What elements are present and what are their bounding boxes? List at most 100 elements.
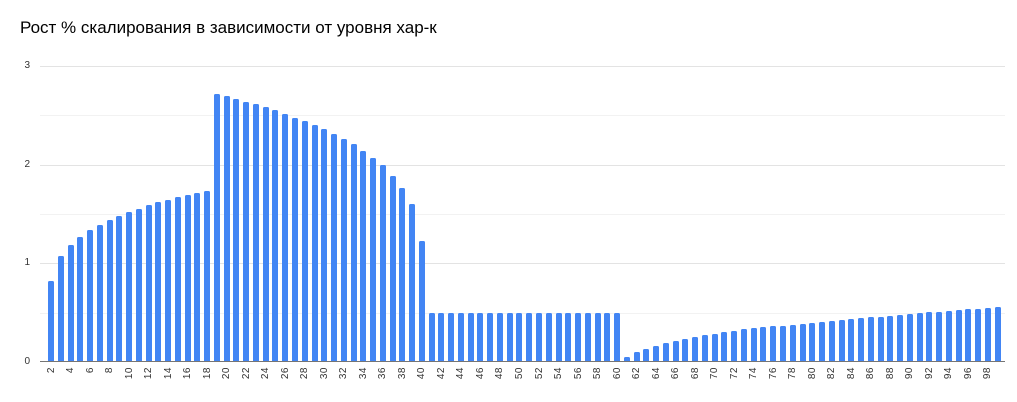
bar-x45[interactable] <box>467 312 474 362</box>
bar-x56[interactable] <box>575 312 582 362</box>
bar-x57[interactable] <box>584 312 591 362</box>
bar-x81[interactable] <box>819 321 826 362</box>
bar-x73[interactable] <box>740 329 747 362</box>
bar-x50[interactable] <box>516 312 523 362</box>
bar-x99[interactable] <box>994 306 1001 362</box>
bar-x25[interactable] <box>272 110 279 362</box>
bar-x82[interactable] <box>828 320 835 362</box>
y-tick-label: 1 <box>24 257 30 269</box>
bar-x97[interactable] <box>975 308 982 362</box>
bar-x19[interactable] <box>213 93 220 362</box>
bar-x66[interactable] <box>672 341 679 362</box>
bar-x64[interactable] <box>653 346 660 362</box>
bar-x12[interactable] <box>145 205 152 362</box>
bar-x87[interactable] <box>877 316 884 362</box>
bar-x14[interactable] <box>165 200 172 362</box>
bar-x93[interactable] <box>936 311 943 362</box>
bar-x61[interactable] <box>623 357 630 362</box>
bar-x78[interactable] <box>789 324 796 362</box>
bar-x43[interactable] <box>448 312 455 362</box>
bar-x67[interactable] <box>682 339 689 362</box>
bar-x72[interactable] <box>731 331 738 362</box>
bar-x10[interactable] <box>126 212 133 362</box>
bar-x74[interactable] <box>750 328 757 362</box>
bar-x94[interactable] <box>945 310 952 362</box>
bar-x6[interactable] <box>87 229 94 362</box>
bar-x16[interactable] <box>184 195 191 362</box>
bar-x32[interactable] <box>340 139 347 362</box>
bar-x95[interactable] <box>955 309 962 362</box>
bar-x79[interactable] <box>799 323 806 362</box>
bar-x21[interactable] <box>233 98 240 362</box>
bar-x77[interactable] <box>780 325 786 362</box>
bar-x55[interactable] <box>565 312 572 362</box>
bar-x63[interactable] <box>643 349 650 362</box>
bar-x60[interactable] <box>614 312 621 362</box>
bar-x51[interactable] <box>526 312 533 362</box>
bar-x53[interactable] <box>545 312 552 362</box>
bar-x85[interactable] <box>858 317 865 362</box>
bar-x29[interactable] <box>311 125 318 362</box>
bar-x88[interactable] <box>887 315 894 362</box>
bar-x22[interactable] <box>243 101 250 362</box>
bar-x65[interactable] <box>662 343 669 362</box>
bar-x24[interactable] <box>262 107 269 362</box>
bar-x92[interactable] <box>926 311 933 362</box>
bar-x2[interactable] <box>48 281 54 362</box>
bar-x86[interactable] <box>867 316 874 362</box>
bar-x90[interactable] <box>906 313 913 362</box>
bar-x59[interactable] <box>604 312 611 362</box>
bar-x76[interactable] <box>770 326 777 362</box>
bar-x11[interactable] <box>135 209 142 362</box>
bar-x27[interactable] <box>292 118 298 362</box>
bar-x47[interactable] <box>487 312 494 362</box>
bar-x28[interactable] <box>301 121 308 362</box>
bar-x42[interactable] <box>438 312 445 362</box>
bar-x36[interactable] <box>379 164 386 362</box>
bar-x39[interactable] <box>409 204 416 362</box>
bar-x52[interactable] <box>536 312 542 362</box>
bar-x58[interactable] <box>594 312 601 362</box>
bar-x38[interactable] <box>399 188 406 362</box>
bar-x89[interactable] <box>897 314 904 362</box>
bar-x68[interactable] <box>692 337 699 362</box>
bar-x54[interactable] <box>555 312 562 362</box>
bar-x7[interactable] <box>96 224 103 362</box>
bar-x70[interactable] <box>711 334 718 362</box>
bar-x18[interactable] <box>204 191 211 362</box>
bar-x91[interactable] <box>916 312 923 362</box>
bar-x34[interactable] <box>360 150 367 362</box>
bar-x96[interactable] <box>965 308 972 362</box>
bar-x75[interactable] <box>760 327 767 362</box>
bar-x30[interactable] <box>321 129 328 362</box>
bar-x5[interactable] <box>77 236 84 362</box>
bar-x9[interactable] <box>116 215 123 362</box>
bar-x35[interactable] <box>370 157 377 362</box>
bar-x23[interactable] <box>252 104 259 362</box>
bar-x3[interactable] <box>57 256 64 362</box>
bar-x20[interactable] <box>223 95 230 362</box>
bar-x98[interactable] <box>984 307 991 362</box>
bar-x62[interactable] <box>633 352 640 362</box>
bar-x84[interactable] <box>848 318 855 362</box>
bar-x71[interactable] <box>721 332 728 362</box>
bar-x8[interactable] <box>106 219 113 362</box>
bar-x46[interactable] <box>477 312 484 362</box>
bar-x40[interactable] <box>418 240 425 362</box>
bar-x48[interactable] <box>496 312 503 362</box>
bar-x44[interactable] <box>457 312 464 362</box>
bar-x37[interactable] <box>389 175 396 362</box>
x-tick-label: 36 <box>377 367 389 380</box>
bar-x17[interactable] <box>194 193 201 362</box>
bar-x33[interactable] <box>350 143 357 362</box>
bar-x49[interactable] <box>506 312 513 362</box>
bar-x15[interactable] <box>174 197 181 362</box>
bar-x4[interactable] <box>67 244 74 362</box>
bar-x13[interactable] <box>155 202 162 362</box>
bar-x26[interactable] <box>282 114 289 362</box>
bar-x83[interactable] <box>838 319 845 362</box>
bar-x41[interactable] <box>428 312 435 362</box>
bar-x69[interactable] <box>701 335 708 362</box>
bar-x80[interactable] <box>809 322 816 362</box>
bar-x31[interactable] <box>331 134 338 362</box>
